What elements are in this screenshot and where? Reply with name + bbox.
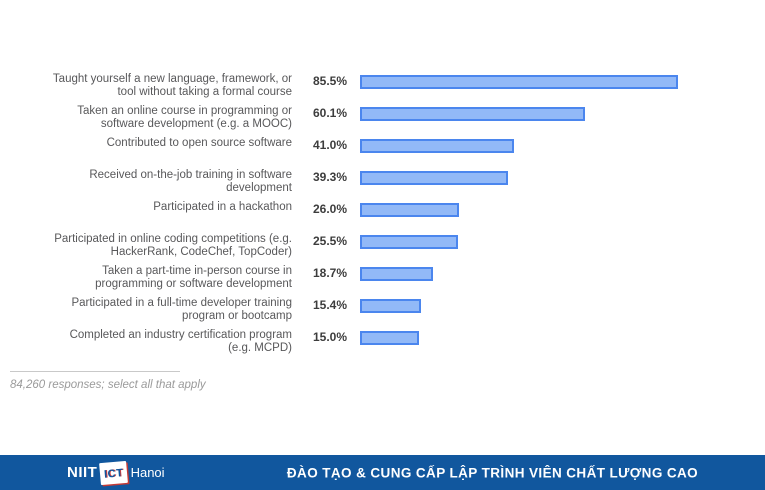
value-label: 41.0%: [312, 138, 347, 152]
bar: [360, 267, 433, 281]
bar-track: [347, 169, 765, 185]
bar: [360, 299, 421, 313]
category-label: Participated in online coding competitio…: [54, 233, 292, 258]
chart-row: Taken a part-time in-person course in pr…: [0, 265, 765, 297]
category-label: Received on-the-job training in software…: [89, 169, 292, 194]
category-label: Contributed to open source software: [106, 137, 292, 149]
value-label: 15.4%: [312, 298, 347, 312]
bar-track: [347, 73, 765, 89]
niit-hanoi-logo: NIIT ICT Hanoi: [67, 460, 165, 485]
chart-row: Taken an online course in programming or…: [0, 105, 765, 137]
value-label: 26.0%: [312, 202, 347, 216]
chart-row: Received on-the-job training in software…: [0, 169, 765, 201]
value-label: 85.5%: [312, 74, 347, 88]
chart-row: Completed an industry certification prog…: [0, 329, 765, 361]
bar-track: [347, 105, 765, 121]
response-note: 84,260 responses; select all that apply: [10, 379, 206, 391]
bar: [360, 75, 678, 89]
chart-row: Participated in online coding competitio…: [0, 233, 765, 265]
ict-logo-text: ICT: [103, 466, 125, 481]
bar: [360, 235, 458, 249]
logo-brand-text: NIIT: [67, 464, 98, 481]
bar: [360, 203, 459, 217]
bar: [360, 171, 508, 185]
category-label: Taken an online course in programming or…: [77, 105, 292, 130]
logo-city-text: Hanoi: [130, 465, 165, 480]
category-label: Participated in a hackathon: [153, 201, 292, 213]
category-label: Taught yourself a new language, framewor…: [52, 73, 292, 98]
note-divider: [10, 371, 180, 372]
ict-logo-box: ICT: [99, 460, 129, 485]
value-label: 15.0%: [312, 330, 347, 344]
chart-row: Contributed to open source software 41.0%: [0, 137, 765, 169]
category-label: Participated in a full-time developer tr…: [71, 297, 292, 322]
value-label: 60.1%: [312, 106, 347, 120]
bar: [360, 139, 514, 153]
chart-row: Participated in a hackathon 26.0%: [0, 201, 765, 233]
bar-track: [347, 233, 765, 249]
value-label: 39.3%: [312, 170, 347, 184]
bar-track: [347, 297, 765, 313]
bar-track: [347, 201, 765, 217]
chart-row: Participated in a full-time developer tr…: [0, 297, 765, 329]
value-label: 18.7%: [312, 266, 347, 280]
value-label: 25.5%: [312, 234, 347, 248]
bar-track: [347, 329, 765, 345]
bar: [360, 331, 419, 345]
footer-tagline: ĐÀO TẠO & CUNG CẤP LẬP TRÌNH VIÊN CHẤT L…: [286, 465, 699, 480]
chart-row: Taught yourself a new language, framewor…: [0, 73, 765, 105]
bar: [360, 107, 585, 121]
category-label: Taken a part-time in-person course in pr…: [95, 265, 292, 290]
bar-track: [347, 137, 765, 153]
category-label: Completed an industry certification prog…: [69, 329, 292, 354]
bar-chart: Taught yourself a new language, framewor…: [0, 73, 765, 361]
footer-bar: NIIT ICT Hanoi ĐÀO TẠO & CUNG CẤP LẬP TR…: [0, 455, 765, 490]
bar-track: [347, 265, 765, 281]
